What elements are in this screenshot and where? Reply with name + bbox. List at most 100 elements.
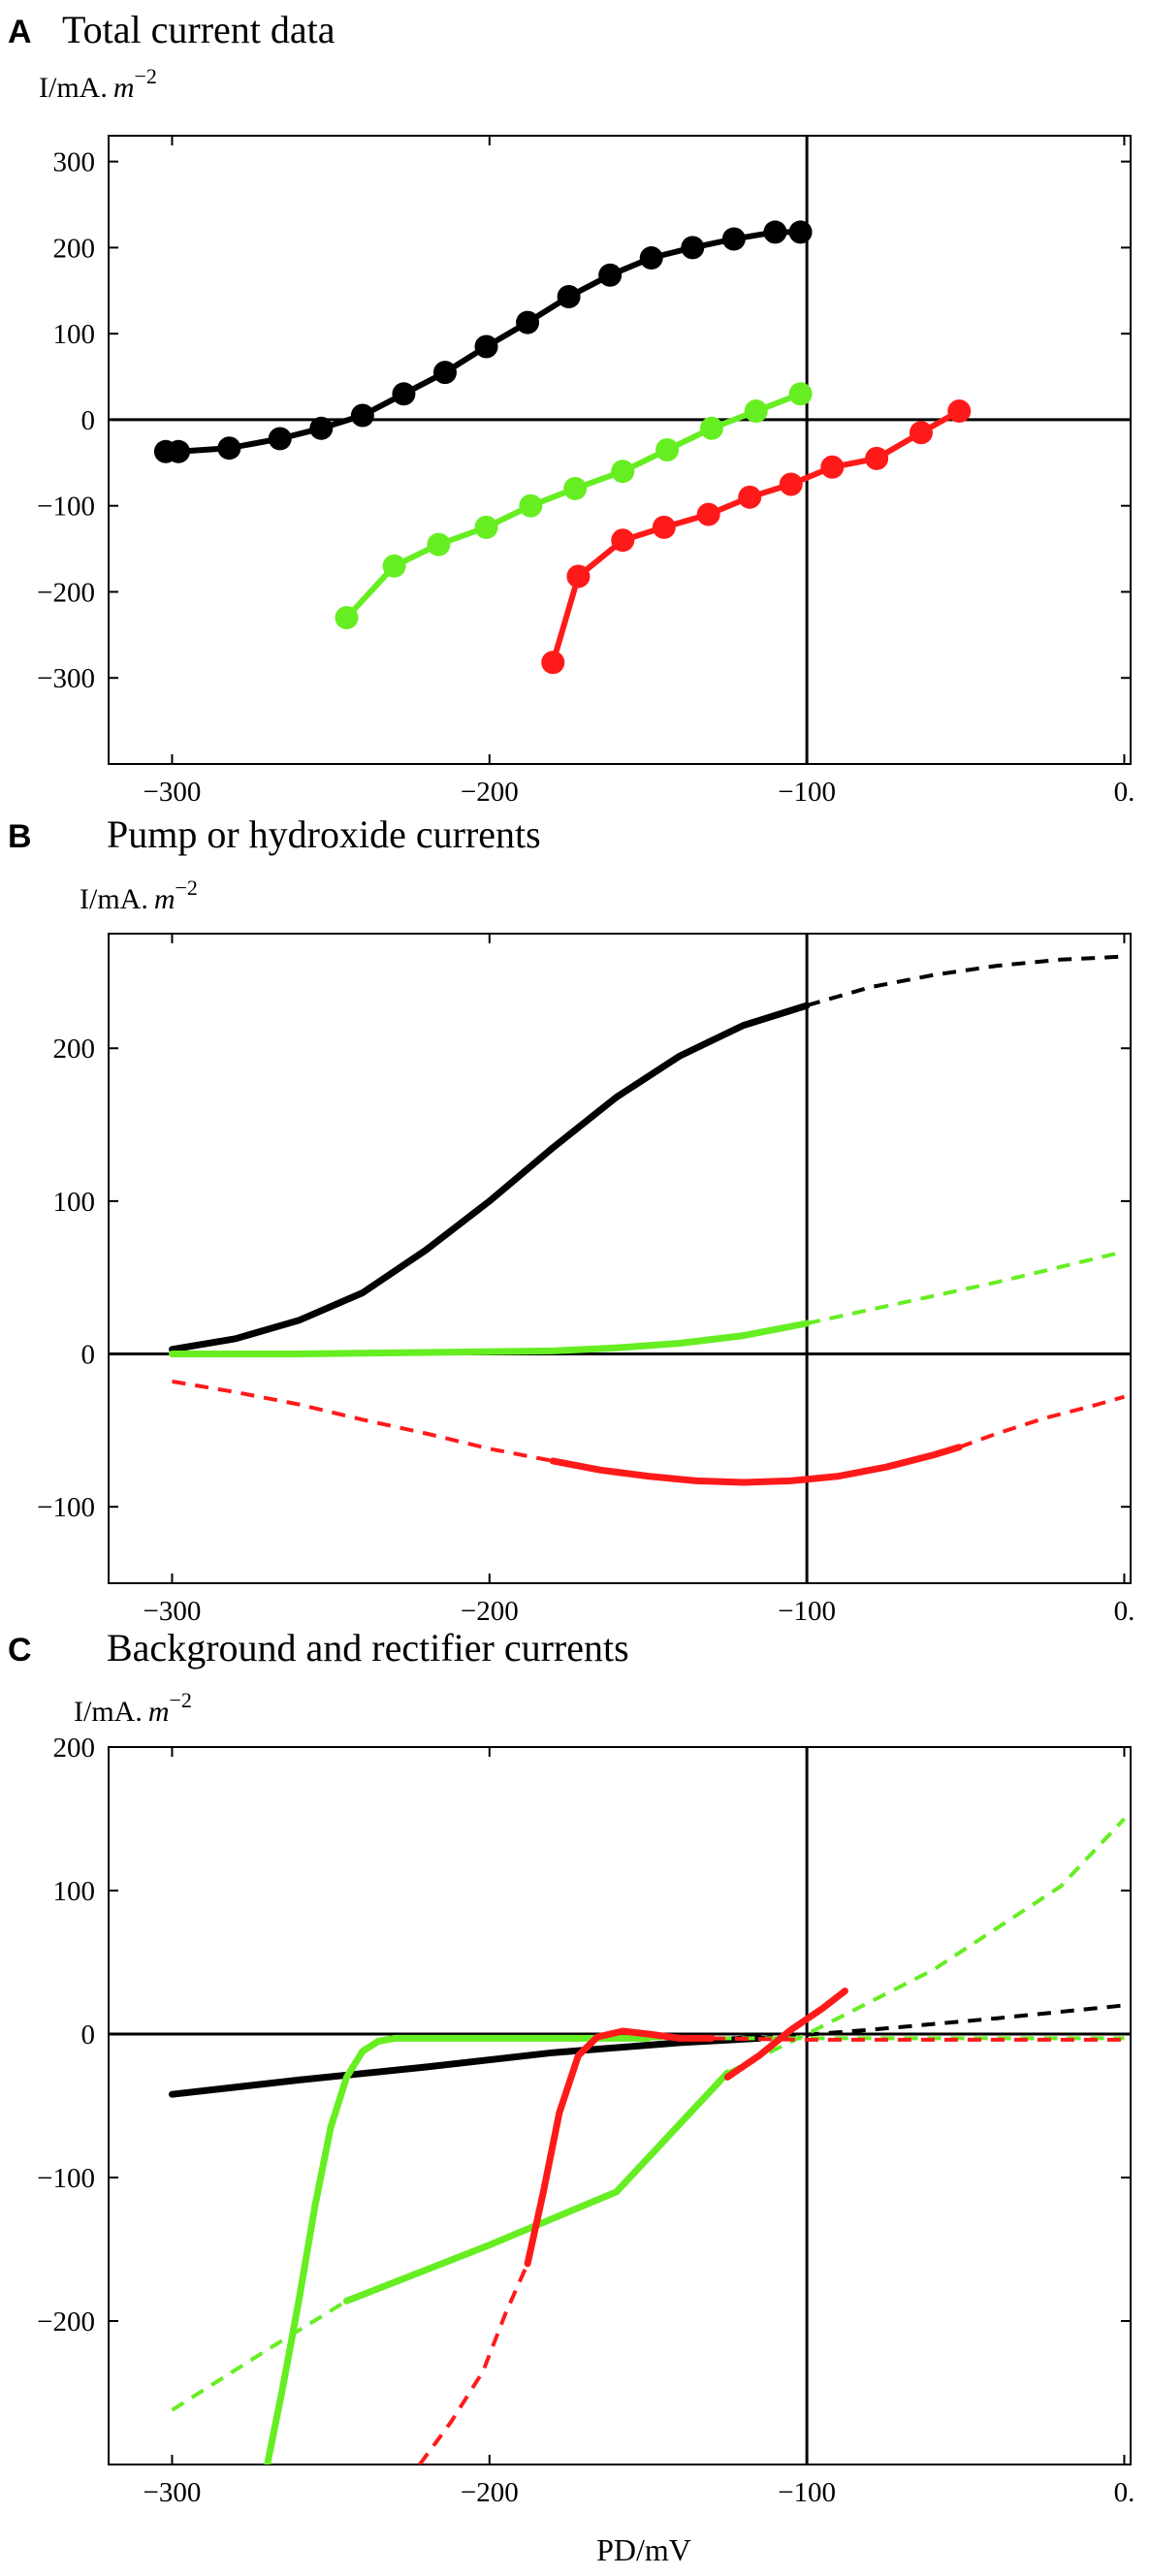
y-tick-label: 0 — [81, 405, 96, 436]
data-point — [652, 515, 676, 539]
series-line — [806, 1249, 1125, 1325]
x-tick-label: −100 — [778, 777, 836, 808]
data-point — [557, 284, 581, 308]
series-line — [758, 2003, 1125, 2041]
axes — [109, 136, 1131, 764]
panel-letter: B — [8, 818, 32, 855]
data-point — [909, 421, 933, 445]
data-point — [763, 220, 787, 244]
data-point — [779, 472, 803, 496]
data-point — [268, 427, 292, 451]
x-tick-label: 0. — [1114, 2477, 1135, 2508]
data-point — [432, 361, 457, 385]
series-line — [264, 2034, 652, 2465]
y-tick-label: −100 — [37, 1492, 95, 1523]
panel-title: Total current data — [62, 8, 335, 51]
panel-a: A Total current data I/mA. m−2 −300 −200 −1… — [8, 8, 1134, 808]
y-unit-base: m — [148, 1696, 170, 1728]
series-line — [726, 1817, 1126, 2075]
series-line — [169, 1320, 811, 1357]
x-tick-label: −100 — [778, 2477, 836, 2508]
data-point — [721, 227, 746, 251]
data-point — [563, 476, 588, 500]
data-point — [516, 310, 540, 334]
y-tick-label: 0 — [81, 2019, 96, 2051]
panel-c: C Background and rectifier currents I/mA… — [8, 1626, 1134, 2508]
series-line — [169, 1002, 811, 1353]
panel-title: Pump or hydroxide currents — [107, 812, 541, 856]
data-point — [541, 651, 565, 675]
y-unit-label: I/mA. m−2 — [74, 1688, 192, 1728]
y-tick-label: 300 — [53, 147, 96, 178]
series-line — [806, 954, 1125, 1008]
y-unit-exp: −2 — [176, 875, 198, 900]
data-point — [681, 236, 705, 260]
x-tick-label: 0. — [1114, 1596, 1135, 1627]
series-line — [418, 2262, 529, 2465]
y-unit-base: m — [154, 883, 176, 915]
data-point — [566, 564, 591, 588]
data-point — [392, 382, 416, 406]
y-unit-label: I/mA. m−2 — [80, 875, 198, 915]
axes — [109, 934, 1131, 1583]
x-tick-label: −200 — [461, 1596, 519, 1627]
data-point — [382, 554, 406, 578]
data-point — [820, 455, 845, 479]
y-tick-label: 0 — [81, 1340, 96, 1371]
series-line — [172, 1379, 554, 1463]
x-tick-label: −200 — [461, 777, 519, 808]
data-point — [738, 485, 762, 509]
x-tick-label: −100 — [778, 1596, 836, 1627]
y-tick-label: 200 — [53, 233, 96, 264]
y-tick-label: −200 — [37, 577, 95, 608]
y-tick-label: 100 — [53, 1187, 96, 1218]
panel-letter: A — [8, 14, 32, 50]
y-unit-label: I/mA. m−2 — [39, 64, 157, 104]
ticks: −300 −200 −100 0. −200 −100 0 100 200 — [37, 1733, 1134, 2508]
panel-title: Background and rectifier currents — [107, 1626, 629, 1670]
series-line — [711, 2036, 1125, 2042]
data-point — [699, 416, 723, 440]
plot-frame — [108, 1746, 1132, 2465]
data-point — [865, 446, 889, 470]
y-tick-label: 200 — [53, 1733, 96, 1764]
y-unit-text: I/mA. — [80, 883, 148, 915]
y-unit-text: I/mA. — [74, 1696, 143, 1728]
data-point — [639, 246, 663, 270]
y-unit-exp: −2 — [135, 64, 157, 88]
x-tick-label: −300 — [144, 1596, 202, 1627]
series-line — [171, 2299, 348, 2412]
data-point — [598, 263, 623, 287]
axes — [109, 1747, 1131, 2465]
data-point — [167, 439, 191, 463]
y-unit-text: I/mA. — [39, 72, 108, 104]
data-point — [309, 416, 334, 440]
data-point — [427, 532, 451, 557]
series — [153, 220, 972, 675]
series — [169, 1817, 1126, 2465]
data-point — [788, 220, 813, 244]
data-point — [474, 334, 498, 359]
y-tick-label: 100 — [53, 319, 96, 350]
y-tick-label: −100 — [37, 492, 95, 523]
panel-b: B Pump or hydroxide currents I/mA. m−2 −3… — [8, 812, 1134, 1627]
data-point — [744, 399, 768, 424]
x-axis-label: PD/mV — [596, 2532, 691, 2567]
y-tick-label: −100 — [37, 2163, 95, 2194]
data-point — [519, 493, 543, 518]
y-unit-exp: −2 — [170, 1688, 192, 1712]
series-line — [549, 1444, 963, 1486]
ticks: −300 −200 −100 0. −300 −200 −100 0 100 200 300 — [37, 136, 1134, 808]
data-point — [611, 460, 635, 484]
series-line — [524, 2027, 716, 2268]
series-line — [169, 2034, 763, 2098]
data-point — [335, 606, 359, 630]
series — [169, 954, 1126, 1486]
y-tick-label: 100 — [53, 1876, 96, 1907]
series-line — [343, 2069, 731, 2305]
data-point — [947, 399, 972, 424]
x-tick-label: −300 — [144, 777, 202, 808]
plot-frame — [108, 135, 1132, 765]
panel-letter: C — [8, 1632, 32, 1669]
